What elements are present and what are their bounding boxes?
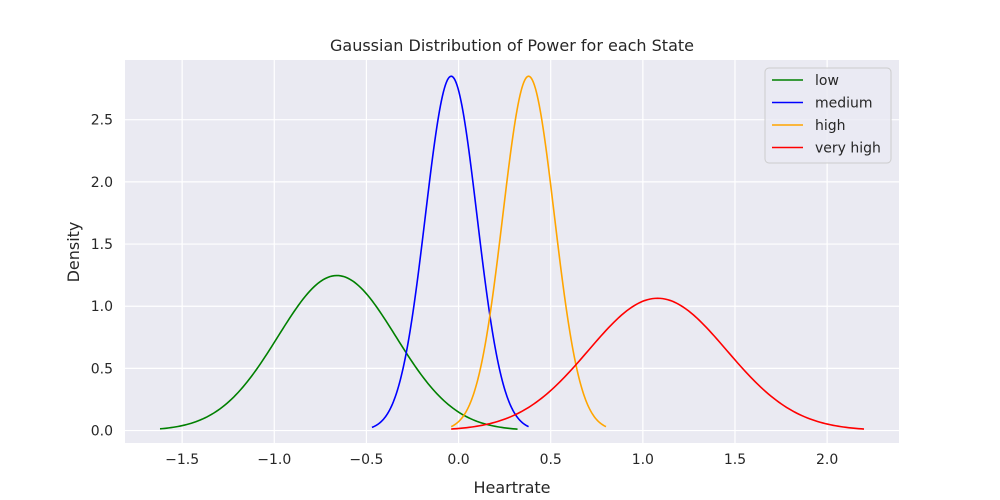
y-tick-label: 2.0 bbox=[91, 175, 113, 191]
series-line-high bbox=[450, 75, 607, 428]
series-line-very-high bbox=[451, 297, 865, 430]
series-line-low bbox=[159, 274, 518, 430]
legend-label: medium bbox=[815, 96, 873, 112]
x-tick-label: −0.5 bbox=[349, 452, 383, 468]
legend-label: very high bbox=[815, 141, 881, 157]
y-tick-label: 1.5 bbox=[91, 237, 113, 253]
y-ticks: 0.0 0.5 1.0 1.5 2.0 2.5 bbox=[91, 113, 113, 440]
x-tick-label: −1.5 bbox=[165, 452, 199, 468]
x-tick-label: −1.0 bbox=[257, 452, 291, 468]
y-tick-label: 1.0 bbox=[91, 299, 113, 315]
x-tick-label: 1.0 bbox=[632, 452, 654, 468]
y-tick-label: 0.5 bbox=[91, 361, 113, 377]
x-tick-label: 0.0 bbox=[447, 452, 469, 468]
series-line-medium bbox=[371, 75, 529, 429]
y-tick-label: 2.5 bbox=[91, 113, 113, 129]
series-lines bbox=[159, 75, 865, 430]
y-axis-label: Density bbox=[64, 222, 83, 283]
legend-label: low bbox=[815, 73, 839, 89]
x-axis-label: Heartrate bbox=[473, 478, 550, 497]
x-ticks: −1.5 −1.0 −0.5 0.0 0.5 1.0 1.5 2.0 bbox=[165, 452, 838, 468]
legend-label: high bbox=[815, 118, 846, 134]
legend-box bbox=[764, 67, 892, 164]
x-tick-label: 1.5 bbox=[724, 452, 746, 468]
chart-title: Gaussian Distribution of Power for each … bbox=[330, 36, 694, 55]
x-tick-label: 0.5 bbox=[540, 452, 562, 468]
legend: low medium high very high bbox=[764, 67, 892, 164]
y-tick-label: 0.0 bbox=[91, 424, 113, 440]
x-tick-label: 2.0 bbox=[816, 452, 838, 468]
